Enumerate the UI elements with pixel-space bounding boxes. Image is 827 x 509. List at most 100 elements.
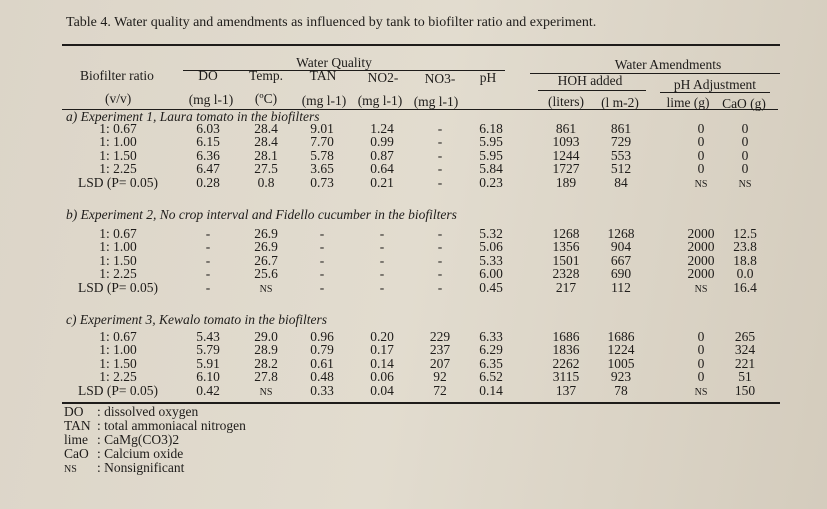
unit-do: (mg l-1): [188, 92, 234, 107]
header-ph: pH: [479, 70, 497, 85]
cell-temp: 28.1: [254, 147, 278, 163]
cell-ph: 6.18: [479, 121, 503, 136]
cell-temp: 26.7: [254, 252, 278, 268]
header-cao: CaO (g): [722, 96, 766, 111]
cell-tan: 5.78: [310, 147, 334, 163]
footnote-text: : Nonsignificant: [97, 460, 185, 475]
cell-ratio: 1: 0.67: [99, 121, 137, 136]
cell-ph: 6.00: [479, 266, 503, 282]
cell-hoh-per-m2: 553: [610, 147, 632, 163]
cell-ph: 5.33: [479, 252, 503, 268]
cell-hoh-per-m2: 690: [610, 266, 632, 282]
cell-do: -: [205, 266, 211, 282]
header-biofilter-unit: (v/v): [105, 91, 132, 106]
cell-hoh-per-m2: 1005: [607, 355, 635, 371]
cell-temp: 27.8: [254, 369, 278, 385]
footnote-text: : total ammoniacal nitrogen: [97, 418, 246, 433]
cell-do: 6.10: [196, 369, 220, 385]
cell-ph: 6.52: [479, 369, 503, 385]
cell-cao: 0: [741, 134, 749, 150]
cell-hoh-liters: 1244: [552, 147, 580, 163]
cell-no2: 0.21: [370, 174, 394, 190]
unit-l-per-m2: (l m-2): [601, 95, 639, 110]
cell-hoh-per-m2: 1224: [607, 342, 635, 358]
cell-do: 5.79: [196, 342, 220, 358]
cell-no3: -: [437, 226, 443, 241]
cell-cao: 324: [734, 342, 756, 358]
cell-temp: 28.4: [254, 134, 278, 150]
cell-ph: 5.06: [479, 239, 503, 255]
cell-hoh-liters: 1727: [552, 161, 580, 177]
cell-no2: 0.87: [370, 147, 394, 163]
cell-do: -: [205, 279, 211, 295]
rule: [538, 90, 646, 91]
cell-tan: 9.01: [310, 121, 334, 136]
cell-no3: -: [437, 121, 443, 136]
cell-cao: 0.0: [736, 266, 754, 282]
cell-hoh-liters: 137: [555, 382, 577, 398]
footnote-abbr: DO: [64, 404, 84, 419]
cell-do: 0.28: [196, 174, 220, 190]
cell-temp: NS: [259, 386, 273, 398]
unit-tan: (mg l-1): [301, 93, 347, 108]
cell-ratio: 1: 1.00: [99, 134, 137, 150]
cell-do: -: [205, 252, 211, 268]
cell-no3: -: [437, 174, 443, 190]
cell-do: 0.42: [196, 382, 220, 398]
cell-hoh-liters: 1268: [552, 226, 580, 241]
section-title: b) Experiment 2, No crop interval and Fi…: [66, 207, 457, 222]
cell-no2: -: [379, 226, 385, 241]
cell-tan: 0.61: [310, 355, 334, 371]
cell-hoh-per-m2: 904: [610, 239, 632, 255]
bottom-rule: [62, 402, 780, 404]
cell-ratio: 1: 0.67: [99, 226, 137, 241]
cell-hoh-per-m2: 78: [614, 382, 628, 398]
cell-cao: 51: [738, 369, 752, 385]
header-temp: Temp.: [249, 68, 283, 83]
cell-ph: 0.14: [479, 382, 503, 398]
cell-cao: 18.8: [733, 252, 757, 268]
cell-hoh-liters: 3115: [552, 369, 580, 385]
cell-ratio: 1: 0.67: [99, 329, 137, 344]
cell-hoh-per-m2: 729: [610, 134, 632, 150]
cell-no3: 237: [429, 342, 451, 358]
cell-temp: 26.9: [254, 239, 278, 255]
cell-cao: 265: [734, 329, 756, 344]
cell-ph: 5.95: [479, 134, 503, 150]
section-title: a) Experiment 1, Laura tomato in the bio…: [66, 109, 320, 124]
cell-no2: -: [379, 266, 385, 282]
cell-lime: 0: [697, 329, 705, 344]
cell-lime: NS: [694, 178, 708, 190]
table-title: Table 4. Water quality and amendments as…: [66, 15, 597, 30]
cell-ratio: 1: 2.25: [99, 369, 137, 385]
cell-ph: 6.29: [479, 342, 503, 358]
cell-hoh-per-m2: 84: [614, 174, 628, 190]
cell-hoh-per-m2: 1686: [607, 329, 635, 344]
cell-cao: NS: [738, 178, 752, 190]
cell-no2: 0.20: [370, 329, 394, 344]
cell-hoh-per-m2: 923: [610, 369, 632, 385]
rule: [530, 73, 780, 74]
cell-hoh-liters: 1501: [552, 252, 580, 268]
cell-lime: 0: [697, 134, 705, 150]
cell-tan: -: [319, 226, 325, 241]
cell-lime: 0: [697, 147, 705, 163]
cell-no2: 1.24: [370, 121, 394, 136]
cell-temp: 27.5: [254, 161, 278, 177]
cell-temp: 25.6: [254, 266, 278, 282]
cell-do: 6.03: [196, 121, 220, 136]
cell-temp: 26.9: [254, 226, 278, 241]
cell-no3: 92: [433, 369, 447, 385]
cell-lime: 2000: [687, 266, 715, 282]
cell-cao: 150: [734, 382, 756, 398]
cell-hoh-per-m2: 512: [610, 161, 632, 177]
group-water-quality: Water Quality: [296, 55, 372, 70]
unit-no2: (mg l-1): [357, 93, 403, 108]
cell-hoh-per-m2: 112: [611, 279, 631, 295]
cell-hoh-liters: 2262: [552, 355, 580, 371]
header-lime: lime (g): [666, 95, 710, 110]
cell-hoh-per-m2: 1268: [607, 226, 635, 241]
cell-lime: 0: [697, 342, 705, 358]
cell-no3: 207: [429, 355, 451, 371]
cell-tan: -: [319, 266, 325, 282]
